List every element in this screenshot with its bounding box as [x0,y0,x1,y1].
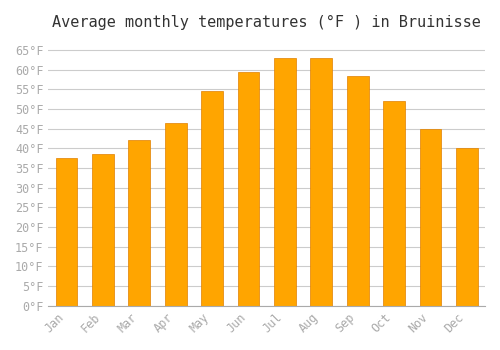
Bar [165,123,186,306]
Bar [201,91,223,306]
Bar [238,72,260,306]
Bar [92,154,114,306]
Bar [456,148,477,306]
Bar [346,76,368,306]
Bar [274,58,296,306]
Bar [128,140,150,306]
Bar [420,129,442,306]
Bar [310,58,332,306]
Title: Average monthly temperatures (°F ) in Bruinisse: Average monthly temperatures (°F ) in Br… [52,15,481,30]
Bar [56,158,78,306]
Bar [383,101,405,306]
